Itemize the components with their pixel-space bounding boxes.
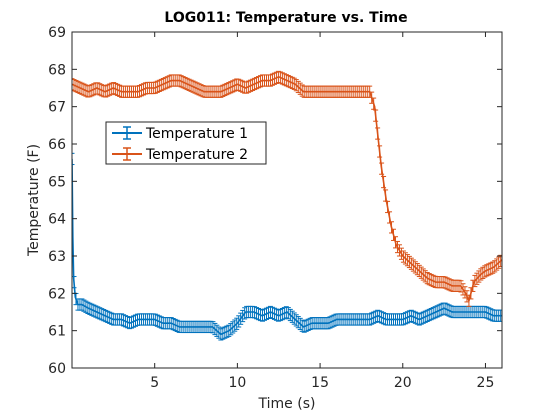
y-tick-label: 66	[48, 137, 66, 153]
y-axis-label: Temperature (F)	[26, 144, 42, 257]
x-axis-label: Time (s)	[258, 396, 316, 412]
series-line-2	[72, 76, 502, 302]
axes-frame	[71, 31, 503, 369]
y-tick-label: 69	[48, 25, 66, 41]
legend-box	[105, 121, 267, 165]
legend-entry-temperature-2: Temperature 2	[112, 147, 248, 163]
y-tick-label: 60	[48, 361, 66, 377]
x-tick-label: 25	[477, 375, 495, 391]
legend-entry-temperature-1: Temperature 1	[112, 126, 248, 142]
legend-label-temperature-2: Temperature 2	[145, 147, 248, 163]
legend: Temperature 1 Temperature 2	[105, 121, 267, 165]
ticks-layer: 5 10 15 20 25 60 61 62 63 64 65 66 67 68 69	[48, 25, 502, 391]
y-tick-label: 65	[48, 174, 66, 190]
y-tick-label: 67	[48, 100, 66, 116]
series-2	[72, 70, 502, 307]
y-tick-label: 61	[48, 324, 66, 340]
chart-title: LOG011: Temperature vs. Time	[164, 10, 407, 26]
y-tick-label: 68	[48, 62, 66, 78]
plot-area: 5 10 15 20 25 60 61 62 63 64 65 66 67 68 69	[48, 25, 503, 391]
series-layer	[72, 70, 502, 341]
x-tick-label: 5	[150, 375, 159, 391]
series-line-1	[72, 158, 502, 336]
x-tick-label: 20	[394, 375, 412, 391]
x-tick-label: 10	[228, 375, 246, 391]
legend-label-temperature-1: Temperature 1	[145, 126, 248, 142]
x-tick-label: 15	[311, 375, 329, 391]
series-1	[72, 152, 502, 341]
y-tick-label: 62	[48, 286, 66, 302]
y-tick-label: 64	[48, 212, 66, 228]
y-tick-label: 63	[48, 249, 66, 265]
